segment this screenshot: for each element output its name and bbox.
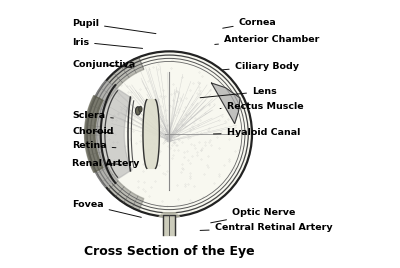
Text: Ciliary Body: Ciliary Body — [223, 62, 299, 70]
Text: Sclera: Sclera — [72, 111, 113, 120]
Text: Retina: Retina — [72, 142, 116, 151]
Text: Fovea: Fovea — [72, 200, 141, 217]
Polygon shape — [87, 51, 252, 217]
Polygon shape — [84, 95, 103, 173]
Text: Optic Nerve: Optic Nerve — [211, 208, 295, 223]
Ellipse shape — [139, 106, 142, 112]
Polygon shape — [143, 100, 159, 168]
Text: Hyaloid Canal: Hyaloid Canal — [214, 128, 300, 137]
Text: Lens: Lens — [200, 87, 277, 98]
Text: Renal Artery: Renal Artery — [72, 159, 140, 168]
Text: Choroid: Choroid — [72, 127, 114, 136]
Polygon shape — [86, 81, 132, 187]
Text: Central Retinal Artery: Central Retinal Artery — [200, 223, 332, 232]
Polygon shape — [87, 57, 144, 211]
Text: Pupil: Pupil — [72, 19, 156, 34]
Polygon shape — [212, 83, 240, 124]
Text: Iris: Iris — [72, 38, 142, 49]
Polygon shape — [164, 215, 175, 235]
Polygon shape — [159, 213, 180, 217]
Text: Anterior Chamber: Anterior Chamber — [215, 35, 319, 44]
Text: Cross Section of the Eye: Cross Section of the Eye — [84, 245, 255, 258]
Text: Cornea: Cornea — [223, 17, 276, 28]
Ellipse shape — [136, 107, 140, 115]
Text: Conjunctiva: Conjunctiva — [72, 60, 135, 69]
Text: Rectus Muscle: Rectus Muscle — [220, 102, 303, 110]
